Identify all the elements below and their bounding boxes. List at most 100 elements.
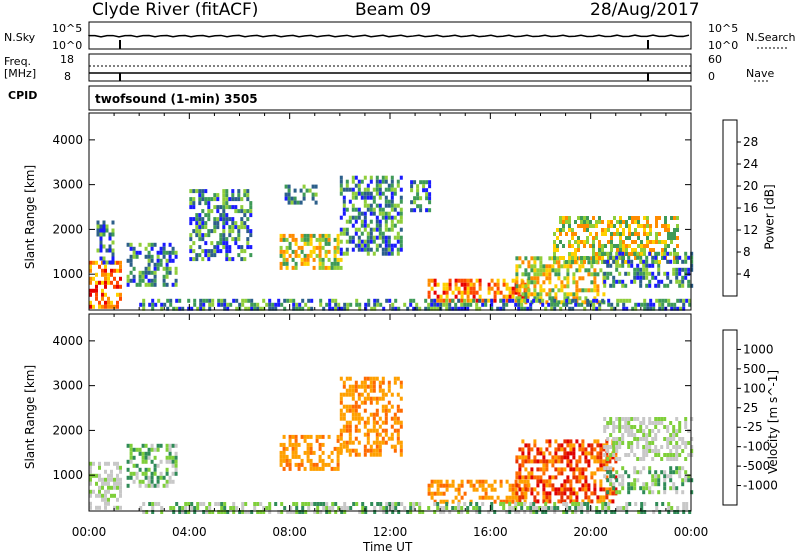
power-region-3-cell	[225, 237, 229, 242]
power-region-3-cell	[249, 229, 253, 234]
power-region-9-cell	[569, 292, 573, 297]
velocity-region-8-cell	[412, 502, 416, 506]
power-region-12-cell	[454, 302, 458, 307]
power-region-12-cell	[424, 298, 428, 303]
power-region-9-cell	[551, 268, 555, 273]
power-region-3-cell	[192, 241, 196, 246]
power-region-11-cell	[651, 255, 655, 260]
power-region-5-cell	[299, 200, 303, 205]
velocity-region-8-cell	[574, 502, 578, 506]
power-region-11-cell	[642, 271, 646, 276]
power-region-12-cell	[682, 298, 686, 303]
power-region-6-cell	[390, 219, 394, 224]
power-region-6-cell	[381, 179, 385, 184]
power-region-10-cell	[631, 240, 634, 244]
power-region-3-cell	[189, 205, 193, 210]
velocity-region-6-cell	[612, 445, 616, 449]
velocity-region-5-cell	[575, 439, 579, 444]
power-region-6-cell	[360, 211, 364, 216]
velocity-region-2-cell	[294, 462, 298, 467]
power-region-12-cell	[433, 302, 437, 307]
velocity-region-7-cell	[630, 486, 634, 491]
power-region-6-cell	[345, 247, 349, 252]
power-region-10-cell	[592, 216, 595, 220]
velocity-region-8-cell	[361, 506, 365, 510]
power-region-4-cell	[300, 233, 304, 238]
velocity-region-5-cell	[584, 495, 588, 500]
power-region-12-cell	[151, 298, 155, 303]
velocity-region-8-cell	[433, 502, 437, 506]
velocity-region-5-cell	[590, 451, 594, 456]
power-region-8-cell	[478, 294, 482, 299]
velocity-region-3-cell	[345, 376, 349, 381]
power-region-12-cell	[619, 298, 623, 303]
power-region-3-cell	[198, 245, 202, 250]
power-region-10-cell	[643, 216, 646, 220]
velocity-region-5-cell	[593, 459, 597, 464]
velocity-region-8-cell	[262, 506, 266, 510]
velocity-region-4-cell	[505, 495, 509, 500]
velocity-region-8-cell	[418, 502, 422, 506]
velocity-region-1-cell	[162, 475, 166, 480]
power-region-2-cell	[153, 282, 157, 287]
velocity-region-4-cell	[442, 491, 446, 496]
velocity-region-1-cell	[165, 483, 169, 488]
power-region-10-cell	[664, 224, 667, 228]
velocity-region-5-cell	[578, 487, 582, 492]
velocity-region-7-cell	[675, 490, 679, 495]
power-region-12-cell	[451, 298, 455, 303]
velocity-region-3-cell	[387, 436, 391, 441]
velocity-region-6-cell	[648, 449, 652, 453]
velocity-region-8-cell	[190, 502, 194, 506]
power-region-4-cell	[291, 257, 295, 262]
velocity-region-3-cell	[399, 384, 403, 389]
power-region-0-cell	[101, 288, 104, 293]
power-region-12-cell	[565, 298, 569, 303]
velocity-region-8-cell	[607, 506, 611, 510]
power-region-1-cell	[105, 228, 109, 233]
velocity-region-8-cell	[283, 506, 287, 510]
velocity-region-8-cell	[604, 502, 608, 506]
velocity-region-5-cell	[578, 459, 582, 464]
power-region-0-cell	[116, 280, 119, 285]
velocity-region-8-cell	[361, 510, 365, 514]
velocity-region-4-cell	[460, 479, 464, 484]
velocity-region-1-cell	[153, 463, 157, 468]
power-region-11-cell	[666, 271, 670, 276]
velocity-region-2-cell	[330, 466, 334, 471]
velocity-region-5-cell	[599, 479, 603, 484]
power-region-4-cell	[285, 261, 289, 266]
velocity-region-8-cell	[427, 506, 431, 510]
velocity-region-1-cell	[135, 471, 139, 476]
velocity-region-6-cell	[678, 437, 682, 441]
power-region-4-cell	[321, 245, 325, 250]
power-region-8-cell	[460, 278, 464, 283]
power-region-9-cell	[578, 288, 582, 293]
velocity-region-8-cell	[217, 502, 221, 506]
velocity-region-5-cell	[563, 455, 567, 460]
power-region-9-cell	[533, 284, 537, 289]
power-region-4-cell	[303, 241, 307, 246]
power-region-12-cell	[403, 302, 407, 307]
velocity-region-6-cell	[672, 453, 676, 457]
power-region-6-cell	[384, 219, 388, 224]
velocity-region-5-cell	[527, 447, 531, 452]
power-region-12-cell	[163, 302, 167, 307]
power-region-6-cell	[375, 179, 379, 184]
velocity-region-4-cell	[481, 495, 485, 500]
power-region-3-cell	[198, 225, 202, 230]
power-region-12-cell	[652, 306, 656, 311]
velocity-region-5-cell	[542, 471, 546, 476]
power-region-0-cell	[107, 300, 110, 305]
power-region-12-cell	[568, 298, 572, 303]
power-region-6-cell	[351, 223, 355, 228]
power-region-9-cell	[569, 264, 573, 269]
velocity-region-6-cell	[618, 441, 622, 445]
power-region-12-cell	[592, 298, 596, 303]
velocity-region-6-cell	[615, 417, 619, 421]
velocity-region-4-cell	[454, 495, 458, 500]
velocity-region-5-cell	[584, 491, 588, 496]
velocity-region-5-cell	[548, 491, 552, 496]
power-region-3-cell	[228, 233, 232, 238]
power-region-2-cell	[159, 246, 163, 251]
